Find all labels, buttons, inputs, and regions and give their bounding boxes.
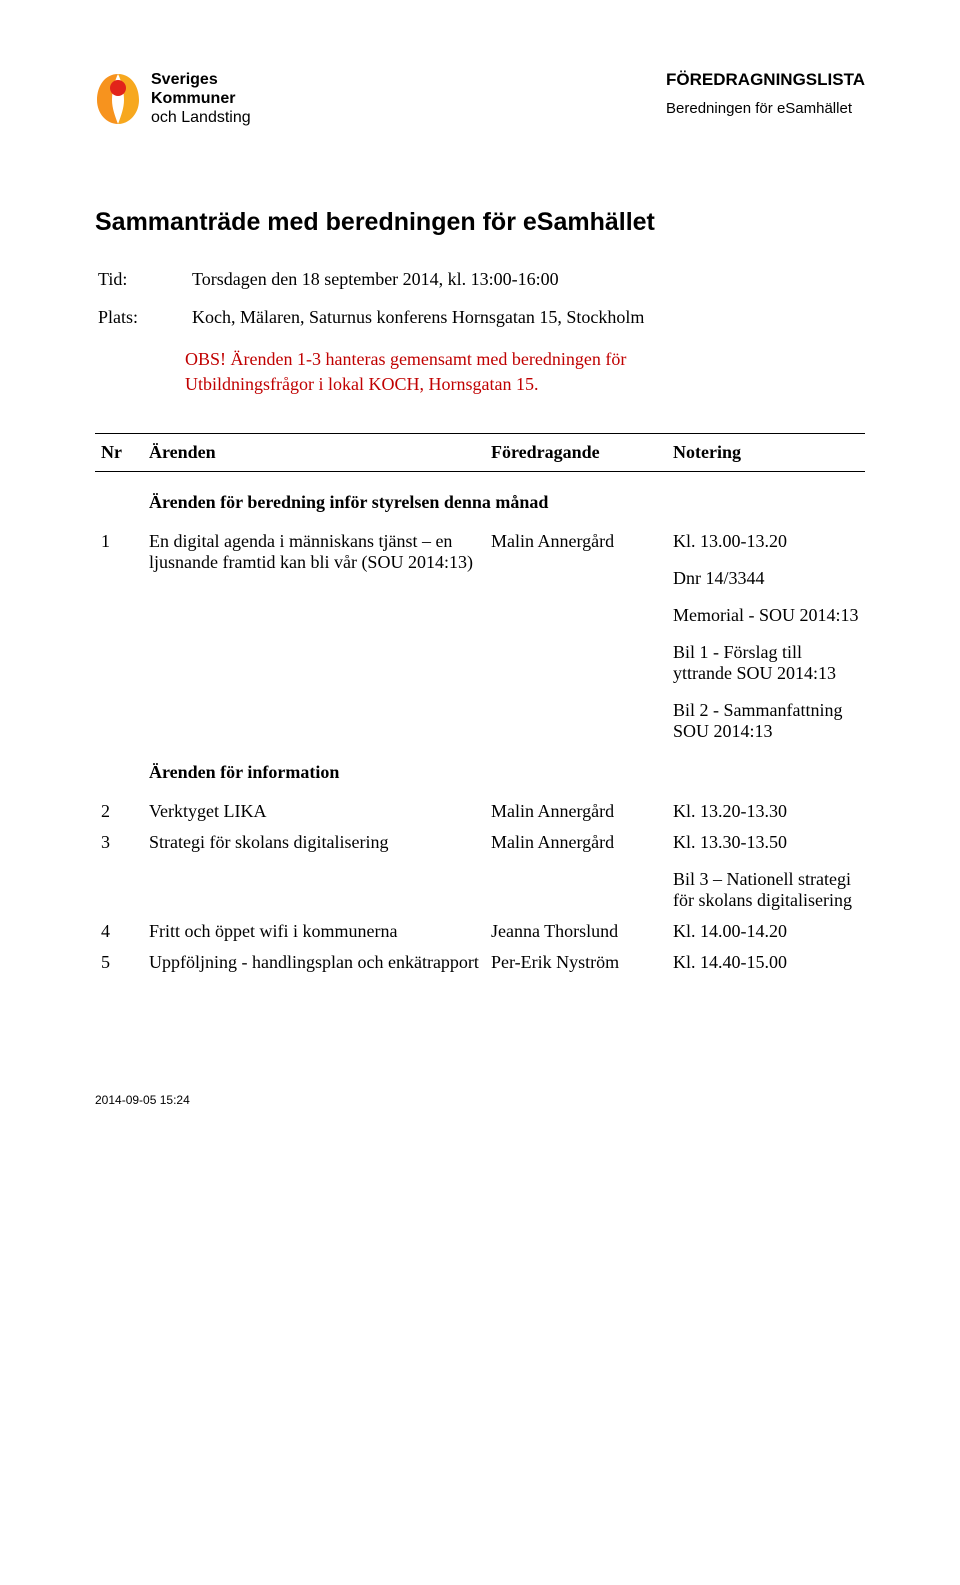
row5-topic: Uppföljning - handlingsplan och enkätrap…	[143, 942, 485, 973]
logo-line2: Kommuner	[151, 89, 251, 108]
meta-row-plats: Plats: Koch, Mälaren, Saturnus konferens…	[97, 299, 645, 335]
row1-note-dnr: Dnr 14/3344	[673, 568, 859, 589]
col-nr: Nr	[95, 434, 143, 472]
row1-note-time: Kl. 13.00-13.20	[673, 531, 859, 552]
row3-topic: Strategi för skolans digitalisering	[143, 822, 485, 911]
row1-note-memorial: Memorial - SOU 2014:13	[673, 605, 859, 626]
row5-nr: 5	[95, 942, 143, 973]
row2-note-time: Kl. 13.20-13.30	[673, 801, 859, 822]
row5-notes: Kl. 14.40-15.00	[667, 942, 865, 973]
row5-note-time: Kl. 14.40-15.00	[673, 952, 859, 973]
plats-value: Koch, Mälaren, Saturnus konferens Hornsg…	[191, 299, 645, 335]
section-information: Ärenden för information	[143, 742, 865, 791]
row2-nr: 2	[95, 791, 143, 822]
row2-notes: Kl. 13.20-13.30	[667, 791, 865, 822]
logo-line3: och Landsting	[151, 108, 251, 127]
row3-notes: Kl. 13.30-13.50 Bil 3 – Nationell strate…	[667, 822, 865, 911]
agenda-table: Nr Ärenden Föredragande Notering Ärenden…	[95, 433, 865, 973]
table-row: 4 Fritt och öppet wifi i kommunerna Jean…	[95, 911, 865, 942]
table-row: 2 Verktyget LIKA Malin Annergård Kl. 13.…	[95, 791, 865, 822]
plats-label: Plats:	[97, 299, 189, 335]
row1-presenter: Malin Annergård	[485, 521, 667, 742]
row4-notes: Kl. 14.00-14.20	[667, 911, 865, 942]
section-row: Ärenden för beredning inför styrelsen de…	[95, 472, 865, 522]
row1-note-bil2: Bil 2 - Sammanfattning SOU 2014:13	[673, 700, 859, 742]
col-arenden: Ärenden	[143, 434, 485, 472]
row4-topic: Fritt och öppet wifi i kommunerna	[143, 911, 485, 942]
logo-line1: Sveriges	[151, 70, 251, 89]
header-right: FÖREDRAGNINGSLISTA Beredningen för eSamh…	[666, 70, 865, 117]
doc-type-title: FÖREDRAGNINGSLISTA	[666, 70, 865, 90]
section-row: Ärenden för information	[95, 742, 865, 791]
row2-presenter: Malin Annergård	[485, 791, 667, 822]
page: Sveriges Kommuner och Landsting FÖREDRAG…	[0, 0, 960, 1137]
doc-subtitle: Beredningen för eSamhället	[666, 100, 865, 117]
tid-label: Tid:	[97, 261, 189, 297]
row1-topic: En digital agenda i människans tjänst – …	[143, 521, 485, 742]
table-row: 3 Strategi för skolans digitalisering Ma…	[95, 822, 865, 911]
logo-icon	[95, 72, 141, 126]
obs-notice: OBS! Ärenden 1-3 hanteras gemensamt med …	[185, 347, 665, 397]
row4-presenter: Jeanna Thorslund	[485, 911, 667, 942]
section-beredning: Ärenden för beredning inför styrelsen de…	[143, 472, 865, 522]
row3-nr: 3	[95, 822, 143, 911]
header: Sveriges Kommuner och Landsting FÖREDRAG…	[95, 70, 865, 128]
tid-value: Torsdagen den 18 september 2014, kl. 13:…	[191, 261, 645, 297]
row1-notes: Kl. 13.00-13.20 Dnr 14/3344 Memorial - S…	[667, 521, 865, 742]
row3-presenter: Malin Annergård	[485, 822, 667, 911]
col-notering: Notering	[667, 434, 865, 472]
agenda-header-row: Nr Ärenden Föredragande Notering	[95, 434, 865, 472]
footer-timestamp: 2014-09-05 15:24	[95, 1093, 865, 1107]
row3-note-time: Kl. 13.30-13.50	[673, 832, 859, 853]
row4-note-time: Kl. 14.00-14.20	[673, 921, 859, 942]
row2-topic: Verktyget LIKA	[143, 791, 485, 822]
row3-note-bil3: Bil 3 – Nationell strategi för skolans d…	[673, 869, 859, 911]
row1-nr: 1	[95, 521, 143, 742]
meta-table: Tid: Torsdagen den 18 september 2014, kl…	[95, 259, 647, 337]
row1-note-bil1: Bil 1 - Förslag till yttrande SOU 2014:1…	[673, 642, 859, 684]
meta-row-tid: Tid: Torsdagen den 18 september 2014, kl…	[97, 261, 645, 297]
logo-block: Sveriges Kommuner och Landsting	[95, 70, 251, 128]
logo-text: Sveriges Kommuner och Landsting	[151, 70, 251, 128]
col-foredragande: Föredragande	[485, 434, 667, 472]
table-row: 1 En digital agenda i människans tjänst …	[95, 521, 865, 742]
row4-nr: 4	[95, 911, 143, 942]
row5-presenter: Per-Erik Nyström	[485, 942, 667, 973]
table-row: 5 Uppföljning - handlingsplan och enkätr…	[95, 942, 865, 973]
page-title: Sammanträde med beredningen för eSamhäll…	[95, 208, 865, 237]
